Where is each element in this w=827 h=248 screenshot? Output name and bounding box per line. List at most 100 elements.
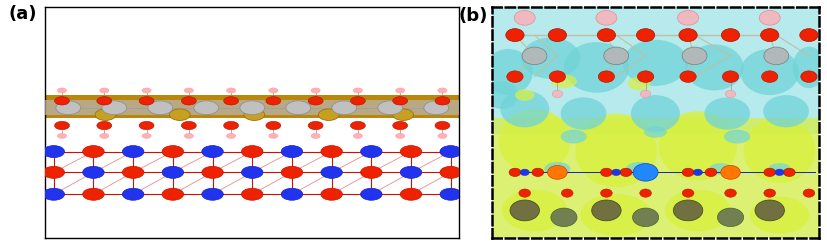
Circle shape xyxy=(532,168,543,177)
Circle shape xyxy=(100,133,109,138)
Bar xyxy=(45,100,459,115)
Circle shape xyxy=(598,71,614,82)
Circle shape xyxy=(424,101,448,115)
Circle shape xyxy=(122,188,144,200)
Circle shape xyxy=(552,90,562,98)
Circle shape xyxy=(761,29,779,42)
Circle shape xyxy=(724,189,736,197)
Circle shape xyxy=(223,121,238,130)
Circle shape xyxy=(269,133,278,138)
Circle shape xyxy=(705,168,717,177)
Circle shape xyxy=(562,189,573,197)
Circle shape xyxy=(57,133,66,138)
Circle shape xyxy=(600,189,612,197)
Circle shape xyxy=(640,90,651,98)
Circle shape xyxy=(600,168,612,177)
Circle shape xyxy=(281,166,303,178)
Circle shape xyxy=(311,133,320,138)
Circle shape xyxy=(308,97,323,105)
Ellipse shape xyxy=(750,197,809,233)
Circle shape xyxy=(395,133,404,138)
Circle shape xyxy=(596,10,617,25)
Circle shape xyxy=(721,29,739,42)
Circle shape xyxy=(400,188,422,200)
Ellipse shape xyxy=(628,77,651,91)
Circle shape xyxy=(680,71,696,82)
Circle shape xyxy=(308,121,323,130)
Circle shape xyxy=(803,189,815,197)
Circle shape xyxy=(43,166,65,178)
Ellipse shape xyxy=(763,95,809,127)
Circle shape xyxy=(184,133,194,138)
Circle shape xyxy=(438,88,447,93)
Circle shape xyxy=(551,208,577,227)
Circle shape xyxy=(514,10,535,25)
Ellipse shape xyxy=(551,74,577,88)
Ellipse shape xyxy=(502,190,567,231)
Circle shape xyxy=(83,146,104,157)
Circle shape xyxy=(181,97,196,105)
Circle shape xyxy=(597,29,615,42)
Circle shape xyxy=(764,47,789,65)
Circle shape xyxy=(400,146,422,157)
Circle shape xyxy=(142,133,151,138)
Circle shape xyxy=(755,200,785,221)
Ellipse shape xyxy=(631,95,680,132)
Circle shape xyxy=(194,101,218,115)
Ellipse shape xyxy=(768,163,791,175)
Circle shape xyxy=(181,121,196,130)
Circle shape xyxy=(142,88,151,93)
Circle shape xyxy=(55,97,69,105)
Ellipse shape xyxy=(484,49,533,95)
Text: (b): (b) xyxy=(459,7,489,26)
Circle shape xyxy=(148,101,173,115)
Circle shape xyxy=(693,169,702,176)
Circle shape xyxy=(122,166,144,178)
Circle shape xyxy=(95,109,116,121)
Ellipse shape xyxy=(685,44,743,91)
Ellipse shape xyxy=(499,109,571,174)
Circle shape xyxy=(351,97,366,105)
Ellipse shape xyxy=(665,190,730,231)
Circle shape xyxy=(775,169,784,176)
Circle shape xyxy=(43,188,65,200)
Circle shape xyxy=(240,101,265,115)
Circle shape xyxy=(241,166,263,178)
Circle shape xyxy=(321,166,342,178)
Circle shape xyxy=(673,200,703,221)
Circle shape xyxy=(241,146,263,157)
Circle shape xyxy=(679,29,697,42)
Ellipse shape xyxy=(743,118,815,183)
Circle shape xyxy=(378,101,403,115)
Circle shape xyxy=(633,164,658,181)
Circle shape xyxy=(162,166,184,178)
Circle shape xyxy=(718,208,743,227)
Circle shape xyxy=(97,97,112,105)
Circle shape xyxy=(332,101,356,115)
Circle shape xyxy=(321,188,342,200)
Ellipse shape xyxy=(644,126,667,138)
Ellipse shape xyxy=(626,162,653,176)
Ellipse shape xyxy=(561,130,587,144)
Ellipse shape xyxy=(705,97,750,130)
Circle shape xyxy=(97,121,112,130)
Circle shape xyxy=(266,97,281,105)
Circle shape xyxy=(102,101,127,115)
Circle shape xyxy=(353,133,362,138)
Circle shape xyxy=(83,166,104,178)
Circle shape xyxy=(519,189,531,197)
Circle shape xyxy=(549,71,566,82)
Circle shape xyxy=(440,146,461,157)
Circle shape xyxy=(139,121,154,130)
Circle shape xyxy=(43,146,65,157)
Ellipse shape xyxy=(515,89,534,101)
Ellipse shape xyxy=(710,163,732,175)
Circle shape xyxy=(100,88,109,93)
Ellipse shape xyxy=(724,130,750,144)
Circle shape xyxy=(55,121,69,130)
Circle shape xyxy=(202,146,223,157)
Circle shape xyxy=(55,101,80,115)
Circle shape xyxy=(800,29,818,42)
Circle shape xyxy=(170,109,190,121)
Ellipse shape xyxy=(561,97,606,130)
